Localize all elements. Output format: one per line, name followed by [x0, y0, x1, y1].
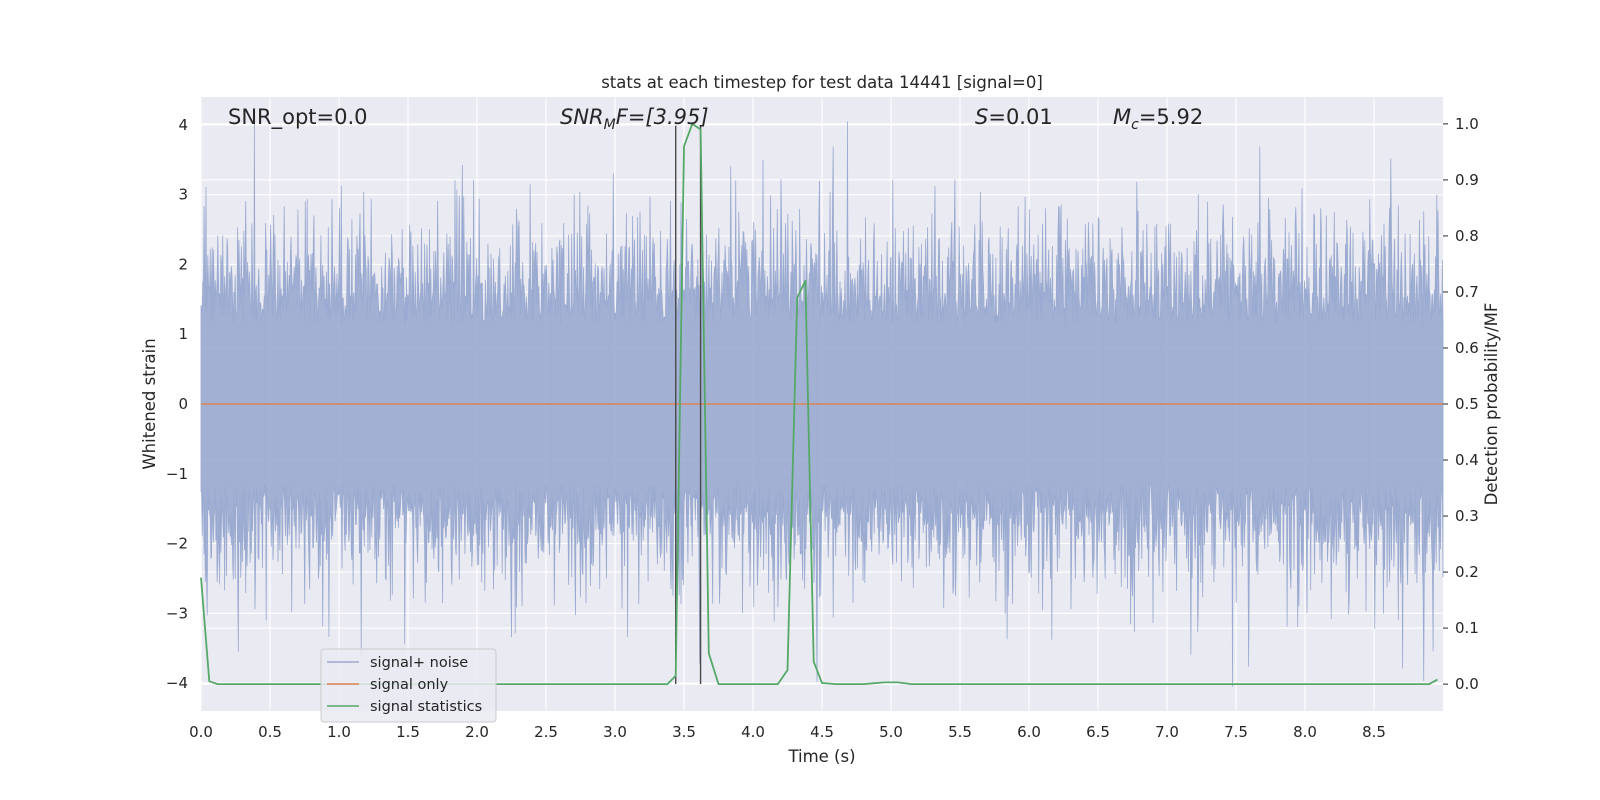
annotation-mc: Mc=5.92 [1113, 105, 1203, 133]
x-tick-label: 3.0 [603, 723, 627, 741]
y2-tick-label: 1.0 [1455, 115, 1479, 133]
x-axis-label: Time (s) [787, 747, 855, 766]
y2-tick-label: 0.9 [1455, 171, 1479, 189]
y-tick-label: 4 [178, 116, 188, 134]
annotation-s: S=0.01 [975, 105, 1053, 129]
x-tick-label: 5.0 [879, 723, 903, 741]
y2-tick-label: 0.6 [1455, 339, 1479, 357]
y-tick-label: 1 [178, 325, 188, 343]
mc-sub: c [1131, 117, 1139, 133]
x-tick-label: 6.0 [1017, 723, 1041, 741]
y-axis-label: Whitened strain [140, 338, 159, 469]
x-tick-label: 7.5 [1224, 723, 1248, 741]
y-tick-label: −1 [166, 465, 188, 483]
mc-val: =5.92 [1139, 105, 1203, 129]
x-tick-label: 2.5 [534, 723, 558, 741]
y-tick-label: −2 [166, 535, 188, 553]
x-tick-labels: 0.0 0.5 1.0 1.5 2.0 2.5 3.0 3.5 4.0 4.5 5.0 5.5 6.0 6… [189, 723, 1386, 741]
y2-tick-label: 0.5 [1455, 395, 1479, 413]
legend-label-statistics: signal statistics [370, 699, 482, 715]
x-tick-label: 8.5 [1362, 723, 1386, 741]
y2-tick-label: 0.7 [1455, 283, 1479, 301]
x-tick-label: 4.0 [741, 723, 765, 741]
y-tick-labels: 4 3 2 1 0 −1 −2 −3 −4 [166, 116, 188, 692]
s-var: S [975, 105, 988, 129]
snr-mf-sub: M [604, 117, 616, 133]
mc-var: M [1113, 105, 1131, 129]
y-tick-label: 3 [178, 186, 188, 204]
y2-tick-label: 0.4 [1455, 451, 1479, 469]
chart-title: stats at each timestep for test data 144… [601, 73, 1043, 92]
y2-tick-label: 0.8 [1455, 227, 1479, 245]
statistics-line [200, 123, 1438, 685]
x-tick-label: 1.5 [396, 723, 420, 741]
x-tick-label: 7.0 [1155, 723, 1179, 741]
annotation-snr-opt: SNR_opt=0.0 [228, 105, 368, 130]
y2-tick-label: 0.1 [1455, 619, 1479, 637]
x-tick-label: 6.5 [1086, 723, 1110, 741]
y2-tick-label: 0.2 [1455, 563, 1479, 581]
legend-label-noise: signal+ noise [370, 655, 468, 671]
signal-statistics-series [200, 123, 1438, 685]
y-tick-label: −3 [166, 604, 188, 622]
y2-tick-label: 0.0 [1455, 675, 1479, 693]
annotation-snr-mf: SNRMF=[3.95] [560, 105, 709, 133]
x-tick-label: 0.5 [258, 723, 282, 741]
x-tick-label: 0.0 [189, 723, 213, 741]
legend: signal+ noise signal only signal statist… [320, 648, 497, 723]
y2-axis-label: Detection probability/MF [1482, 303, 1501, 506]
snr-mf-main: SNR [560, 105, 604, 129]
s-val: =0.01 [988, 105, 1052, 129]
y2-tick-labels: 1.0 0.9 0.8 0.7 0.6 0.5 0.4 0.3 0.2 0.1 0.0 [1443, 115, 1479, 693]
x-tick-label: 5.5 [948, 723, 972, 741]
x-tick-label: 3.5 [672, 723, 696, 741]
y-tick-label: 2 [178, 255, 188, 273]
legend-label-signal-only: signal only [370, 677, 449, 693]
y2-tick-label: 0.3 [1455, 507, 1479, 525]
x-tick-label: 4.5 [810, 723, 834, 741]
x-tick-label: 2.0 [465, 723, 489, 741]
x-tick-label: 8.0 [1293, 723, 1317, 741]
legend-box [320, 648, 497, 723]
y-tick-label: 0 [178, 395, 188, 413]
vertical-markers [675, 125, 702, 685]
y-tick-label: −4 [166, 674, 188, 692]
x-tick-label: 1.0 [327, 723, 351, 741]
snr-mf-tail: F=[3.95] [616, 105, 709, 129]
